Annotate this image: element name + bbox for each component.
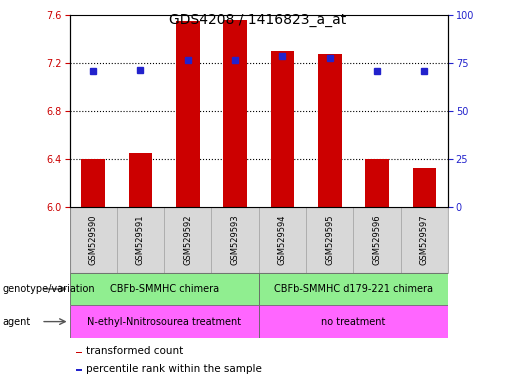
Bar: [318, 54, 341, 207]
Bar: [117, 207, 164, 273]
Bar: [270, 51, 294, 207]
Text: genotype/variation: genotype/variation: [3, 284, 95, 294]
Bar: [259, 207, 306, 273]
Bar: [129, 153, 152, 207]
Text: GDS4208 / 1416823_a_at: GDS4208 / 1416823_a_at: [169, 13, 346, 27]
Text: GSM529595: GSM529595: [325, 215, 334, 265]
Text: GSM529592: GSM529592: [183, 215, 192, 265]
Bar: [70, 207, 117, 273]
Text: CBFb-SMMHC chimera: CBFb-SMMHC chimera: [110, 284, 219, 294]
Bar: [259, 305, 448, 338]
Bar: [176, 22, 200, 207]
Bar: [365, 159, 389, 207]
Bar: [413, 168, 436, 207]
Text: GSM529596: GSM529596: [372, 215, 382, 265]
Text: transformed count: transformed count: [85, 346, 183, 356]
Bar: [401, 207, 448, 273]
Bar: [76, 352, 81, 353]
Bar: [81, 159, 105, 207]
Bar: [306, 207, 353, 273]
Text: percentile rank within the sample: percentile rank within the sample: [85, 364, 262, 374]
Text: GSM529597: GSM529597: [420, 215, 429, 265]
Text: N-ethyl-Nnitrosourea treatment: N-ethyl-Nnitrosourea treatment: [87, 316, 241, 327]
Bar: [224, 20, 247, 207]
Bar: [76, 369, 81, 371]
Bar: [212, 207, 259, 273]
Text: GSM529591: GSM529591: [136, 215, 145, 265]
Text: CBFb-SMMHC d179-221 chimera: CBFb-SMMHC d179-221 chimera: [274, 284, 433, 294]
Text: GSM529593: GSM529593: [231, 215, 239, 265]
Text: agent: agent: [3, 316, 31, 327]
Bar: [164, 207, 212, 273]
Bar: [70, 305, 259, 338]
Bar: [353, 207, 401, 273]
Bar: [70, 273, 259, 305]
Text: no treatment: no treatment: [321, 316, 386, 327]
Text: GSM529594: GSM529594: [278, 215, 287, 265]
Text: GSM529590: GSM529590: [89, 215, 98, 265]
Bar: [259, 273, 448, 305]
